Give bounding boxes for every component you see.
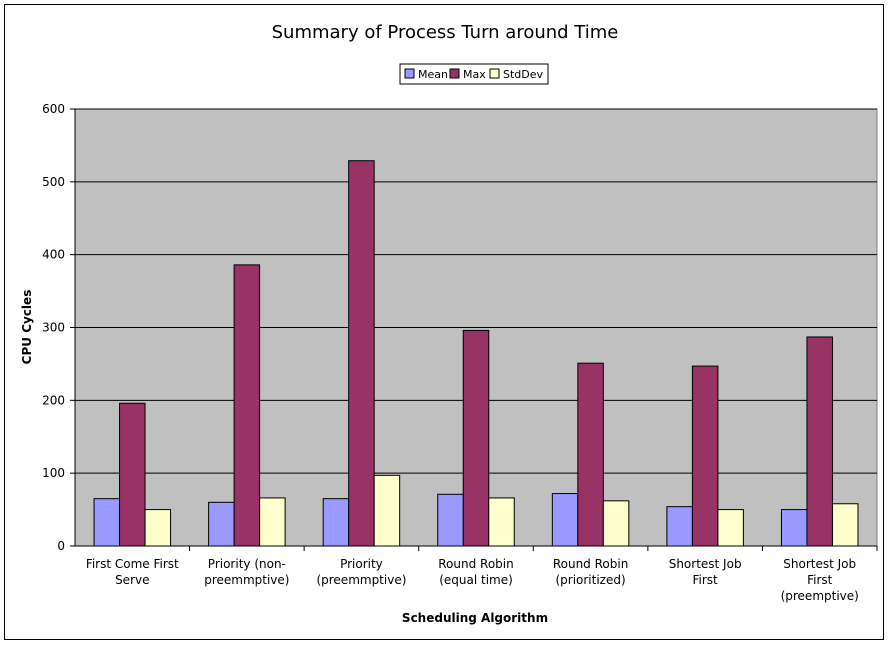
y-tick-label: 500 xyxy=(42,175,65,189)
y-tick-label: 600 xyxy=(42,102,65,116)
x-category-label: Shortest Job First xyxy=(669,557,742,587)
x-category-label: Round Robin (equal time) xyxy=(438,557,513,587)
bar-mean xyxy=(551,493,579,547)
legend-swatch xyxy=(449,68,460,79)
bar-mean xyxy=(437,493,464,547)
y-tick-label: 400 xyxy=(42,248,65,262)
y-tick-label: 300 xyxy=(42,321,65,335)
legend-label: Max xyxy=(463,68,486,81)
y-tick-label: 100 xyxy=(42,466,65,480)
bar-stddev xyxy=(373,474,401,547)
x-category-labels: First Come First Serve Priority (non-preem… xyxy=(86,557,859,603)
bar-max xyxy=(233,264,261,547)
y-tick-label: 200 xyxy=(42,393,65,407)
bar-stddev xyxy=(259,497,286,547)
bar-max xyxy=(348,160,375,547)
bar-max xyxy=(119,402,146,547)
bar-stddev xyxy=(488,497,515,547)
bar-mean xyxy=(93,498,121,547)
legend-label: Mean xyxy=(418,68,448,81)
x-category-label: Round Robin (prioritized) xyxy=(553,557,628,587)
bar-stddev xyxy=(831,503,859,547)
bar-max xyxy=(577,362,604,547)
bar-stddev xyxy=(602,500,630,547)
axes xyxy=(70,108,878,551)
legend-box xyxy=(399,63,549,85)
x-category-label: Priority (non-preemmptive) xyxy=(204,557,289,587)
bars xyxy=(93,160,859,547)
x-axis-title: Scheduling Algorithm xyxy=(402,611,548,625)
bar-max xyxy=(462,329,490,547)
bar-mean xyxy=(780,509,808,547)
y-tick-label: 0 xyxy=(57,539,65,553)
x-category-label: Shortest Job First (preemptive) xyxy=(781,557,859,603)
legend: Mean Max StdDev xyxy=(399,63,549,85)
bar-stddev xyxy=(717,509,744,547)
bar-mean xyxy=(666,506,693,547)
bar-mean xyxy=(322,498,350,547)
legend-swatch xyxy=(489,68,500,79)
y-axis-title: CPU Cycles xyxy=(20,290,34,365)
x-category-label: First Come First Serve xyxy=(86,557,179,587)
bar-max xyxy=(806,336,833,547)
bar-max xyxy=(691,365,719,547)
y-tick-labels: 0 100 200 300 400 500 600 xyxy=(42,102,65,553)
chart-title: Summary of Process Turn around Time xyxy=(272,22,619,43)
legend-swatch xyxy=(404,68,415,79)
legend-label: StdDev xyxy=(503,68,544,81)
bar-mean xyxy=(208,501,235,547)
bar-stddev xyxy=(144,509,172,547)
x-category-label: Priority (preemmptive) xyxy=(316,557,406,587)
